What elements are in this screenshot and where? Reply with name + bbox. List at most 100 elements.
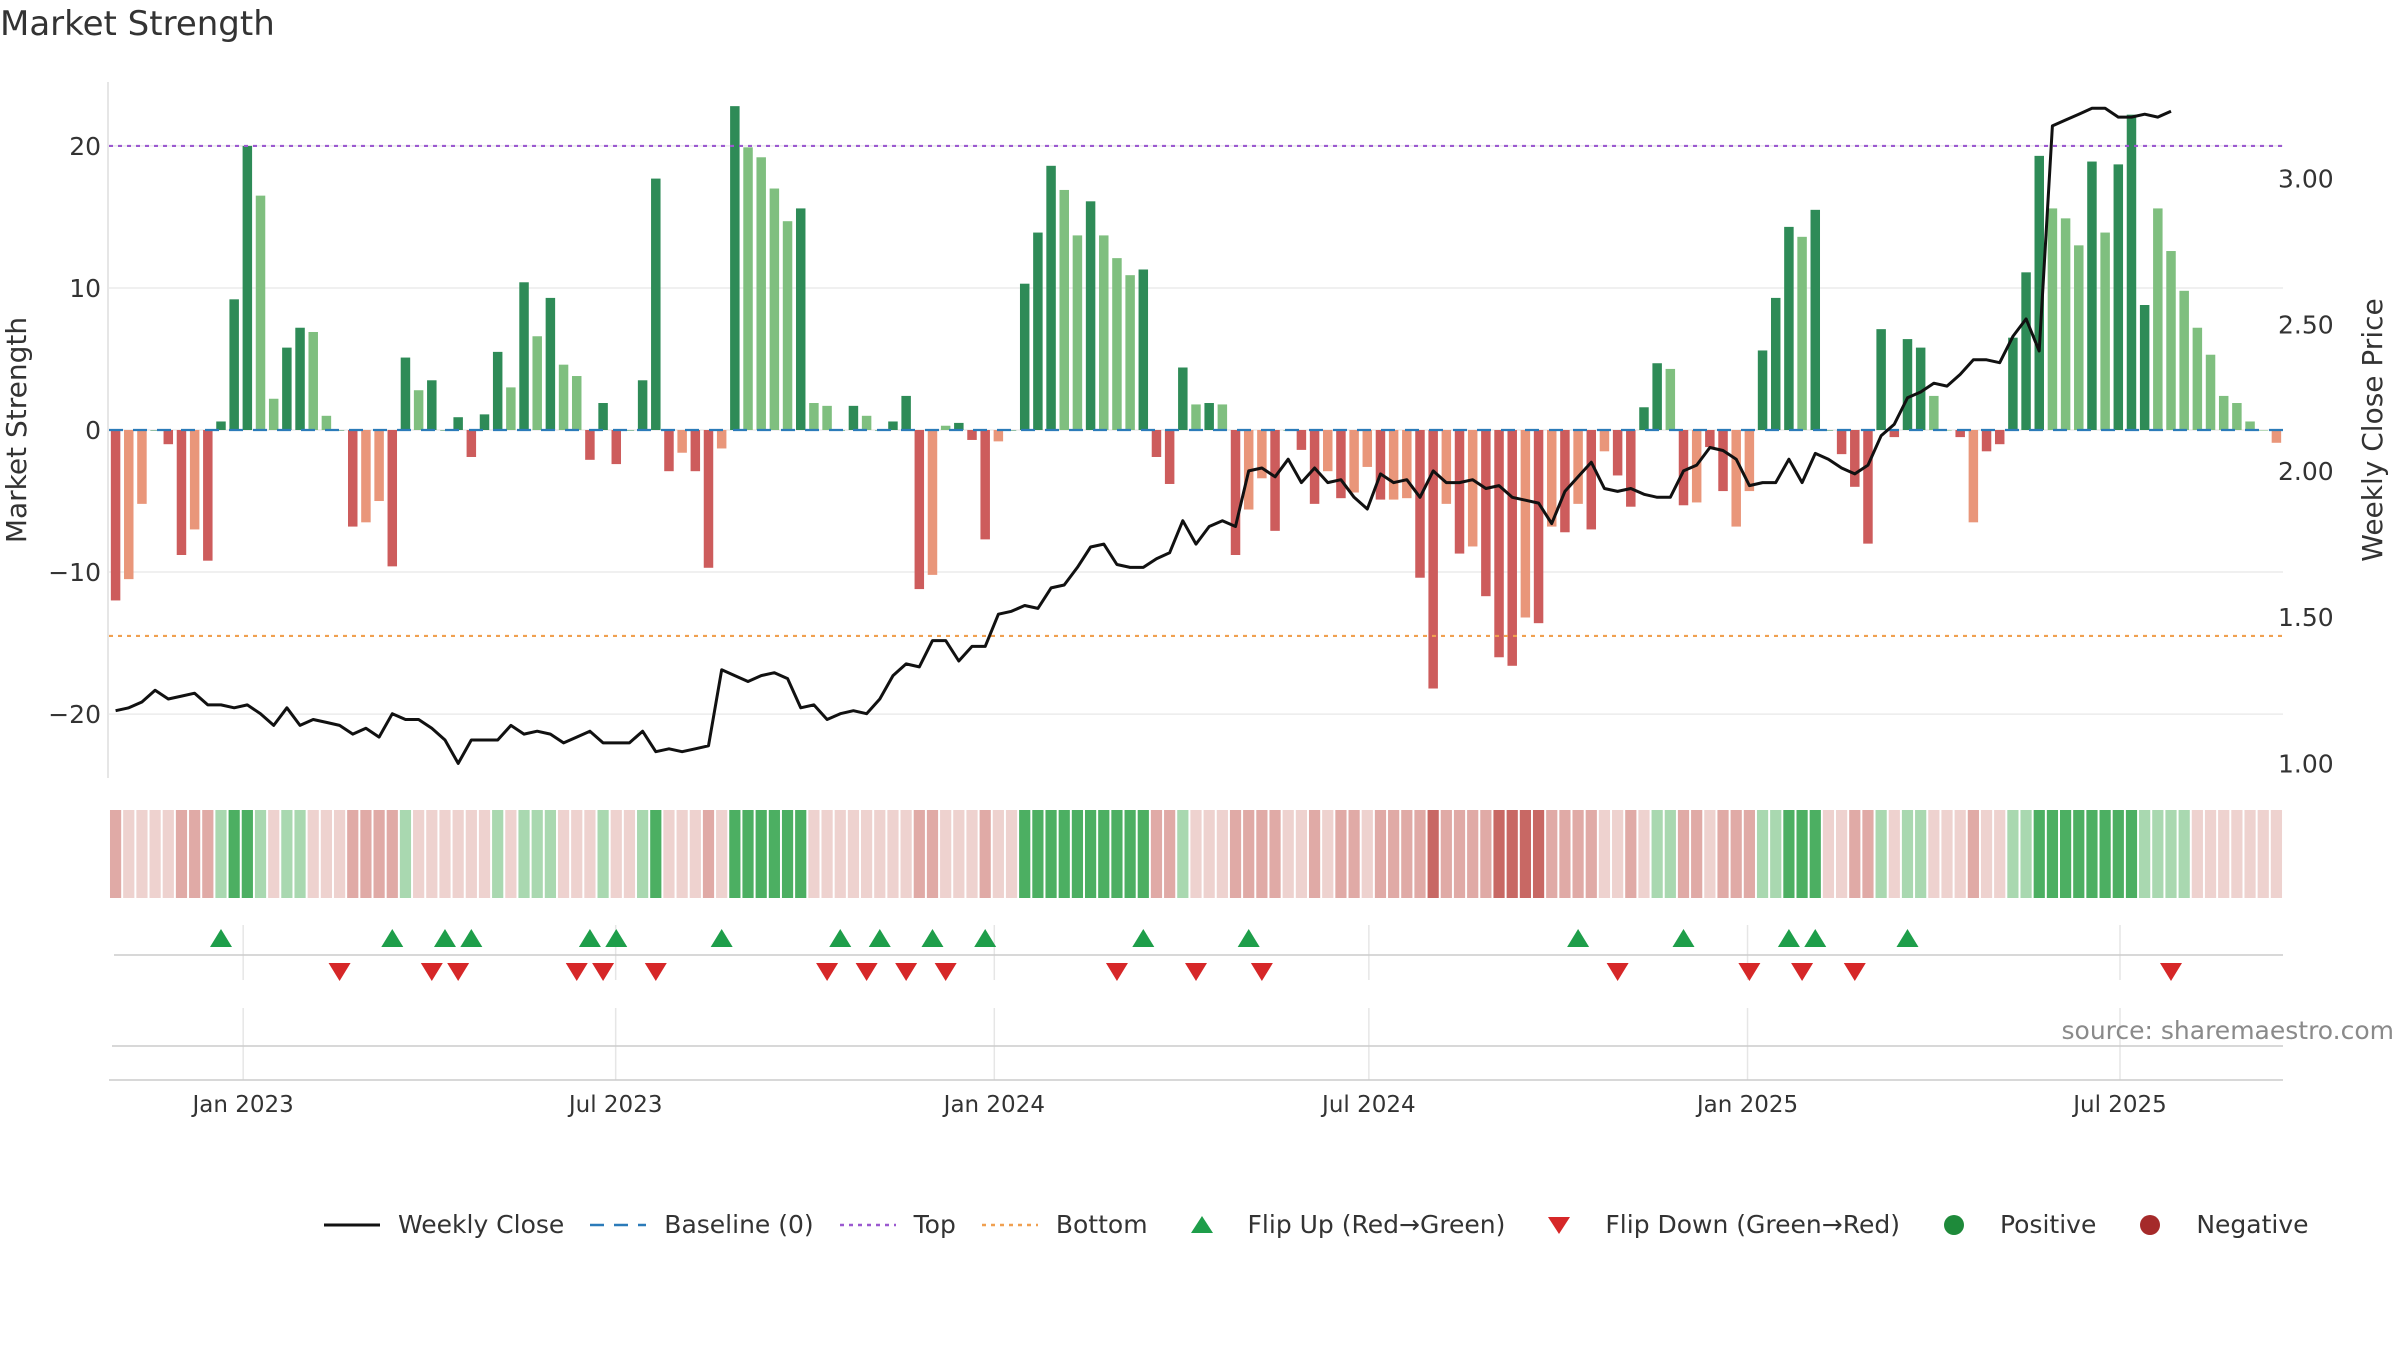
heat-cell bbox=[1190, 810, 1202, 898]
heat-cell bbox=[821, 810, 833, 898]
strength-bar bbox=[1915, 347, 1926, 430]
strength-bar bbox=[2166, 251, 2176, 430]
heat-cell bbox=[1691, 810, 1703, 898]
strength-bar bbox=[1784, 226, 1794, 430]
strength-bar bbox=[1744, 430, 1755, 492]
heat-cell bbox=[1941, 810, 1953, 898]
strength-bar bbox=[1415, 430, 1425, 578]
strength-bar bbox=[137, 430, 147, 504]
heat-cell bbox=[426, 810, 438, 898]
strength-bar bbox=[1494, 430, 1504, 658]
legend-line-icon bbox=[320, 1215, 384, 1235]
strength-bar bbox=[1230, 430, 1241, 555]
heat-cell bbox=[913, 810, 925, 898]
heat-cell bbox=[663, 810, 675, 898]
strength-bar bbox=[1059, 189, 1069, 430]
x-tick-label: Jan 2023 bbox=[191, 1092, 294, 1118]
flip-up-marker bbox=[1896, 929, 1919, 947]
flip-down-marker bbox=[447, 963, 470, 981]
heat-cell bbox=[254, 810, 267, 898]
strength-bar bbox=[2060, 218, 2071, 430]
heat-cell bbox=[1111, 810, 1123, 898]
heat-cell bbox=[2178, 810, 2190, 898]
legend-label: Weekly Close bbox=[398, 1210, 565, 1239]
right-tick-label: 2.00 bbox=[2278, 457, 2334, 486]
heat-cell bbox=[492, 810, 504, 898]
flip-down-marker bbox=[592, 963, 615, 981]
flip-down-marker bbox=[328, 963, 351, 981]
strength-bar bbox=[1836, 430, 1847, 455]
heat-cell bbox=[716, 810, 728, 898]
strength-bar bbox=[940, 425, 951, 430]
heat-cell bbox=[320, 810, 332, 898]
flip-up-marker bbox=[605, 929, 628, 947]
strength-bar bbox=[216, 421, 226, 430]
strength-bar bbox=[651, 178, 661, 430]
legend-dot-icon bbox=[978, 1215, 1042, 1235]
strength-bar bbox=[1257, 430, 1267, 479]
strength-bar bbox=[374, 430, 384, 502]
heat-cell bbox=[834, 810, 846, 898]
right-tick-label: 1.00 bbox=[2278, 749, 2334, 778]
heat-cell bbox=[2020, 810, 2032, 898]
strength-bar bbox=[255, 195, 266, 430]
heat-cell bbox=[189, 810, 201, 898]
legend-tri-up-icon bbox=[1170, 1215, 1234, 1235]
heat-cell bbox=[136, 810, 148, 898]
heat-cell bbox=[1348, 810, 1360, 898]
heat-cell bbox=[544, 810, 556, 898]
strength-bar bbox=[2192, 327, 2203, 430]
heat-cell bbox=[2086, 810, 2098, 898]
strength-bar bbox=[1823, 430, 1834, 431]
strength-bar bbox=[1599, 430, 1610, 452]
heat-cell bbox=[1453, 810, 1466, 898]
strength-bar bbox=[1204, 403, 1214, 430]
strength-bar bbox=[861, 415, 872, 430]
heat-cell bbox=[162, 810, 174, 898]
strength-bar bbox=[716, 430, 727, 449]
strength-bar bbox=[1639, 407, 1649, 430]
strength-bar bbox=[1323, 430, 1333, 472]
heat-cell bbox=[1677, 810, 1690, 898]
right-tick-label: 1.50 bbox=[2278, 603, 2334, 632]
heat-cell bbox=[1862, 810, 1874, 898]
legend-label: Bottom bbox=[1055, 1210, 1148, 1239]
flip-up-marker bbox=[1132, 929, 1155, 947]
strength-bar bbox=[2100, 232, 2110, 430]
right-tick-label: 2.50 bbox=[2278, 311, 2334, 340]
heat-cell bbox=[109, 810, 122, 898]
heat-cell bbox=[1928, 810, 1940, 898]
heat-cell bbox=[439, 810, 451, 898]
heat-cell bbox=[241, 810, 253, 898]
heat-cell bbox=[1480, 810, 1492, 898]
strength-bar bbox=[229, 299, 239, 430]
strength-bar bbox=[1942, 430, 1952, 431]
strength-bar bbox=[176, 430, 187, 555]
legend-label: Top bbox=[913, 1210, 956, 1239]
legend-item: Negative bbox=[2118, 1210, 2309, 1239]
heat-cell bbox=[2231, 810, 2243, 898]
heat-cell bbox=[1401, 810, 1413, 898]
heat-cell bbox=[2125, 810, 2138, 898]
flip-down-marker bbox=[1791, 963, 1814, 981]
strength-bar bbox=[1520, 430, 1531, 618]
heat-cell bbox=[1651, 810, 1663, 898]
weekly-close-line bbox=[115, 106, 2172, 765]
heat-cell bbox=[1704, 810, 1716, 898]
strength-bar bbox=[163, 430, 174, 445]
strength-bar bbox=[1533, 430, 1544, 624]
strength-bar bbox=[2232, 403, 2242, 430]
strength-bar bbox=[2021, 272, 2031, 430]
heat-cell bbox=[268, 810, 280, 898]
heat-cell bbox=[1532, 810, 1545, 898]
heat-cell bbox=[1045, 810, 1057, 898]
flip-up-marker bbox=[460, 929, 483, 947]
heat-cell bbox=[1915, 810, 1927, 898]
legend-tri-down-icon bbox=[1527, 1215, 1591, 1235]
left-tick-label: 0 bbox=[85, 416, 101, 445]
heat-cell bbox=[1335, 810, 1347, 898]
strength-bar bbox=[677, 430, 687, 453]
strength-bar bbox=[1467, 430, 1478, 547]
price-series bbox=[115, 106, 2172, 765]
heat-cell bbox=[531, 810, 543, 898]
